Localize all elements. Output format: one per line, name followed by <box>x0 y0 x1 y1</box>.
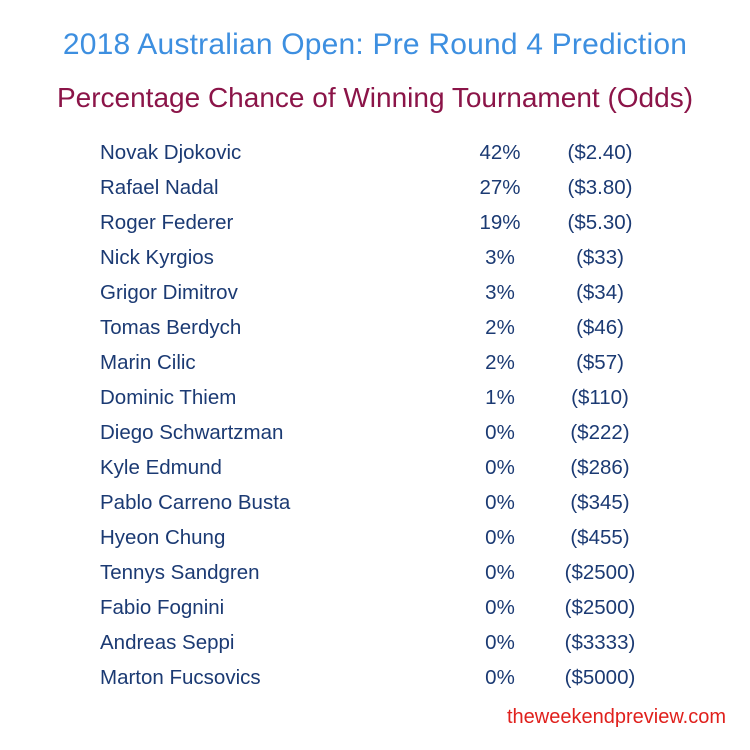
table-row: Grigor Dimitrov 3% ($34) <box>0 275 750 310</box>
player-name: Roger Federer <box>100 211 234 234</box>
table-row: Kyle Edmund 0% ($286) <box>0 450 750 485</box>
win-chance: 0% <box>485 421 515 444</box>
win-chance: 2% <box>485 316 515 339</box>
betting-odds: ($3.80) <box>567 176 633 199</box>
betting-odds: ($2500) <box>564 561 636 584</box>
player-name: Tennys Sandgren <box>100 561 260 584</box>
player-name: Marton Fucsovics <box>100 666 261 689</box>
table-row: Nick Kyrgios 3% ($33) <box>0 240 750 275</box>
player-name: Hyeon Chung <box>100 526 226 549</box>
win-chance: 19% <box>479 211 521 234</box>
table-row: Fabio Fognini 0% ($2500) <box>0 590 750 625</box>
betting-odds: ($3333) <box>564 631 636 654</box>
betting-odds: ($2500) <box>564 596 636 619</box>
player-name: Nick Kyrgios <box>100 246 214 269</box>
betting-odds: ($222) <box>570 421 630 444</box>
win-chance: 0% <box>485 491 515 514</box>
chart-subtitle: Percentage Chance of Winning Tournament … <box>56 82 694 113</box>
table-row: Dominic Thiem 1% ($110) <box>0 380 750 415</box>
table-row: Tennys Sandgren 0% ($2500) <box>0 555 750 590</box>
table-row: Marton Fucsovics 0% ($5000) <box>0 660 750 695</box>
win-chance: 3% <box>485 281 515 304</box>
table-row: Pablo Carreno Busta 0% ($345) <box>0 485 750 520</box>
player-name: Rafael Nadal <box>100 176 219 199</box>
player-name: Marin Cilic <box>100 351 196 374</box>
win-chance: 0% <box>485 631 515 654</box>
table-row: Diego Schwartzman 0% ($222) <box>0 415 750 450</box>
table-row: Marin Cilic 2% ($57) <box>0 345 750 380</box>
player-name: Tomas Berdych <box>100 316 242 339</box>
table-row: Andreas Seppi 0% ($3333) <box>0 625 750 660</box>
betting-odds: ($286) <box>570 456 630 479</box>
betting-odds: ($2.40) <box>567 141 633 164</box>
win-chance: 0% <box>485 666 515 689</box>
betting-odds: ($5000) <box>564 666 636 689</box>
betting-odds: ($455) <box>570 526 630 549</box>
win-chance: 0% <box>485 456 515 479</box>
betting-odds: ($33) <box>576 246 624 269</box>
betting-odds: ($5.30) <box>567 211 633 234</box>
table-row: Tomas Berdych 2% ($46) <box>0 310 750 345</box>
table-row: Novak Djokovic 42% ($2.40) <box>0 135 750 170</box>
betting-odds: ($34) <box>576 281 624 304</box>
win-chance: 0% <box>485 561 515 584</box>
website-watermark: theweekendpreview.com <box>506 706 726 728</box>
win-chance: 1% <box>485 386 515 409</box>
player-name: Fabio Fognini <box>100 596 225 619</box>
table-row: Rafael Nadal 27% ($3.80) <box>0 170 750 205</box>
betting-odds: ($345) <box>570 491 630 514</box>
chart-title: 2018 Australian Open: Pre Round 4 Predic… <box>62 28 688 61</box>
player-name: Pablo Carreno Busta <box>100 491 291 514</box>
win-chance: 27% <box>479 176 521 199</box>
player-name: Kyle Edmund <box>100 456 222 479</box>
win-chance: 0% <box>485 526 515 549</box>
table-row: Hyeon Chung 0% ($455) <box>0 520 750 555</box>
player-name: Diego Schwartzman <box>100 421 284 444</box>
win-chance: 42% <box>479 141 521 164</box>
win-chance: 2% <box>485 351 515 374</box>
player-name: Novak Djokovic <box>100 141 242 164</box>
betting-odds: ($46) <box>576 316 624 339</box>
win-chance: 0% <box>485 596 515 619</box>
player-name: Grigor Dimitrov <box>100 281 238 304</box>
table-row: Roger Federer 19% ($5.30) <box>0 205 750 240</box>
player-name: Andreas Seppi <box>100 631 235 654</box>
betting-odds: ($57) <box>576 351 624 374</box>
player-name: Dominic Thiem <box>100 386 237 409</box>
betting-odds: ($110) <box>571 386 629 409</box>
win-chance: 3% <box>485 246 515 269</box>
